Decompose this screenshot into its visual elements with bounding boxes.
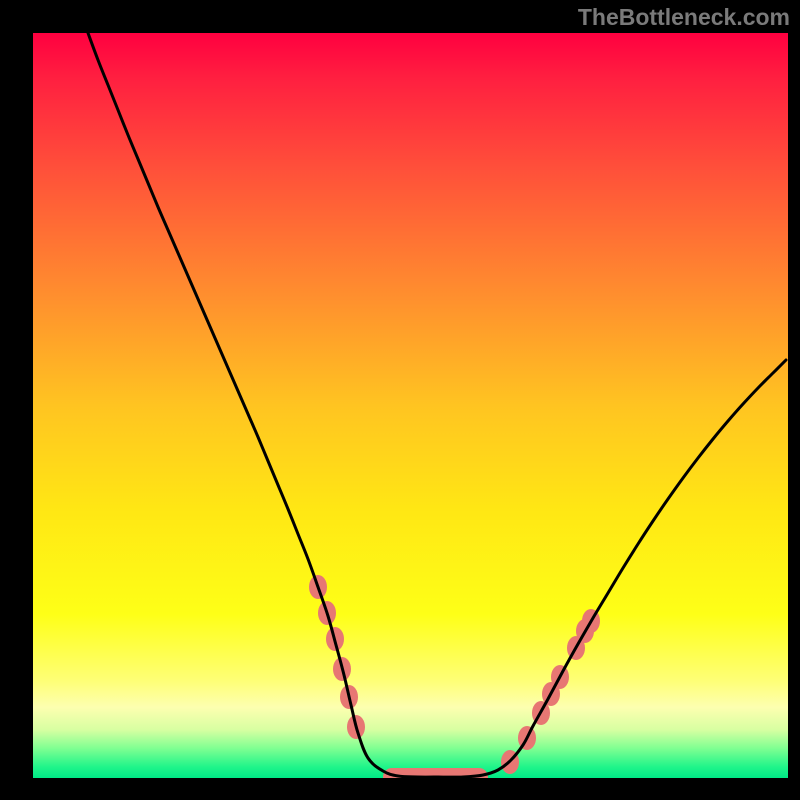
left-curve-markers: [309, 575, 365, 739]
right-curve: [438, 360, 786, 777]
left-curve: [88, 33, 438, 777]
chart-container: TheBottleneck.com: [0, 0, 800, 800]
watermark-text: TheBottleneck.com: [578, 4, 790, 31]
curves-layer: [33, 33, 788, 778]
plot-area: [33, 33, 788, 778]
